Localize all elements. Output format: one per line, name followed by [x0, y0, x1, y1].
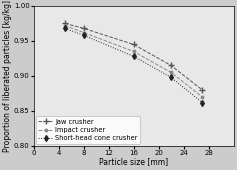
- Line: Jaw crusher: Jaw crusher: [62, 21, 205, 93]
- Jaw crusher: [201, 89, 204, 91]
- Impact crusher: [170, 71, 173, 73]
- Jaw crusher: [64, 22, 66, 24]
- Impact crusher: [82, 32, 85, 34]
- X-axis label: Particle size [mm]: Particle size [mm]: [99, 158, 168, 167]
- Jaw crusher: [170, 64, 173, 66]
- Impact crusher: [132, 50, 135, 53]
- Y-axis label: Proportion of liberated particles [kg/kg]: Proportion of liberated particles [kg/kg…: [4, 0, 13, 152]
- Short-head cone crusher: [82, 34, 85, 36]
- Line: Impact crusher: Impact crusher: [63, 23, 205, 99]
- Short-head cone crusher: [64, 27, 66, 29]
- Short-head cone crusher: [132, 55, 135, 57]
- Jaw crusher: [82, 27, 85, 29]
- Jaw crusher: [132, 44, 135, 46]
- Short-head cone crusher: [201, 101, 204, 104]
- Short-head cone crusher: [170, 76, 173, 78]
- Impact crusher: [201, 96, 204, 98]
- Legend: Jaw crusher, Impact crusher, Short-head cone crusher: Jaw crusher, Impact crusher, Short-head …: [36, 116, 140, 144]
- Impact crusher: [64, 24, 66, 27]
- Line: Short-head cone crusher: Short-head cone crusher: [63, 26, 204, 105]
